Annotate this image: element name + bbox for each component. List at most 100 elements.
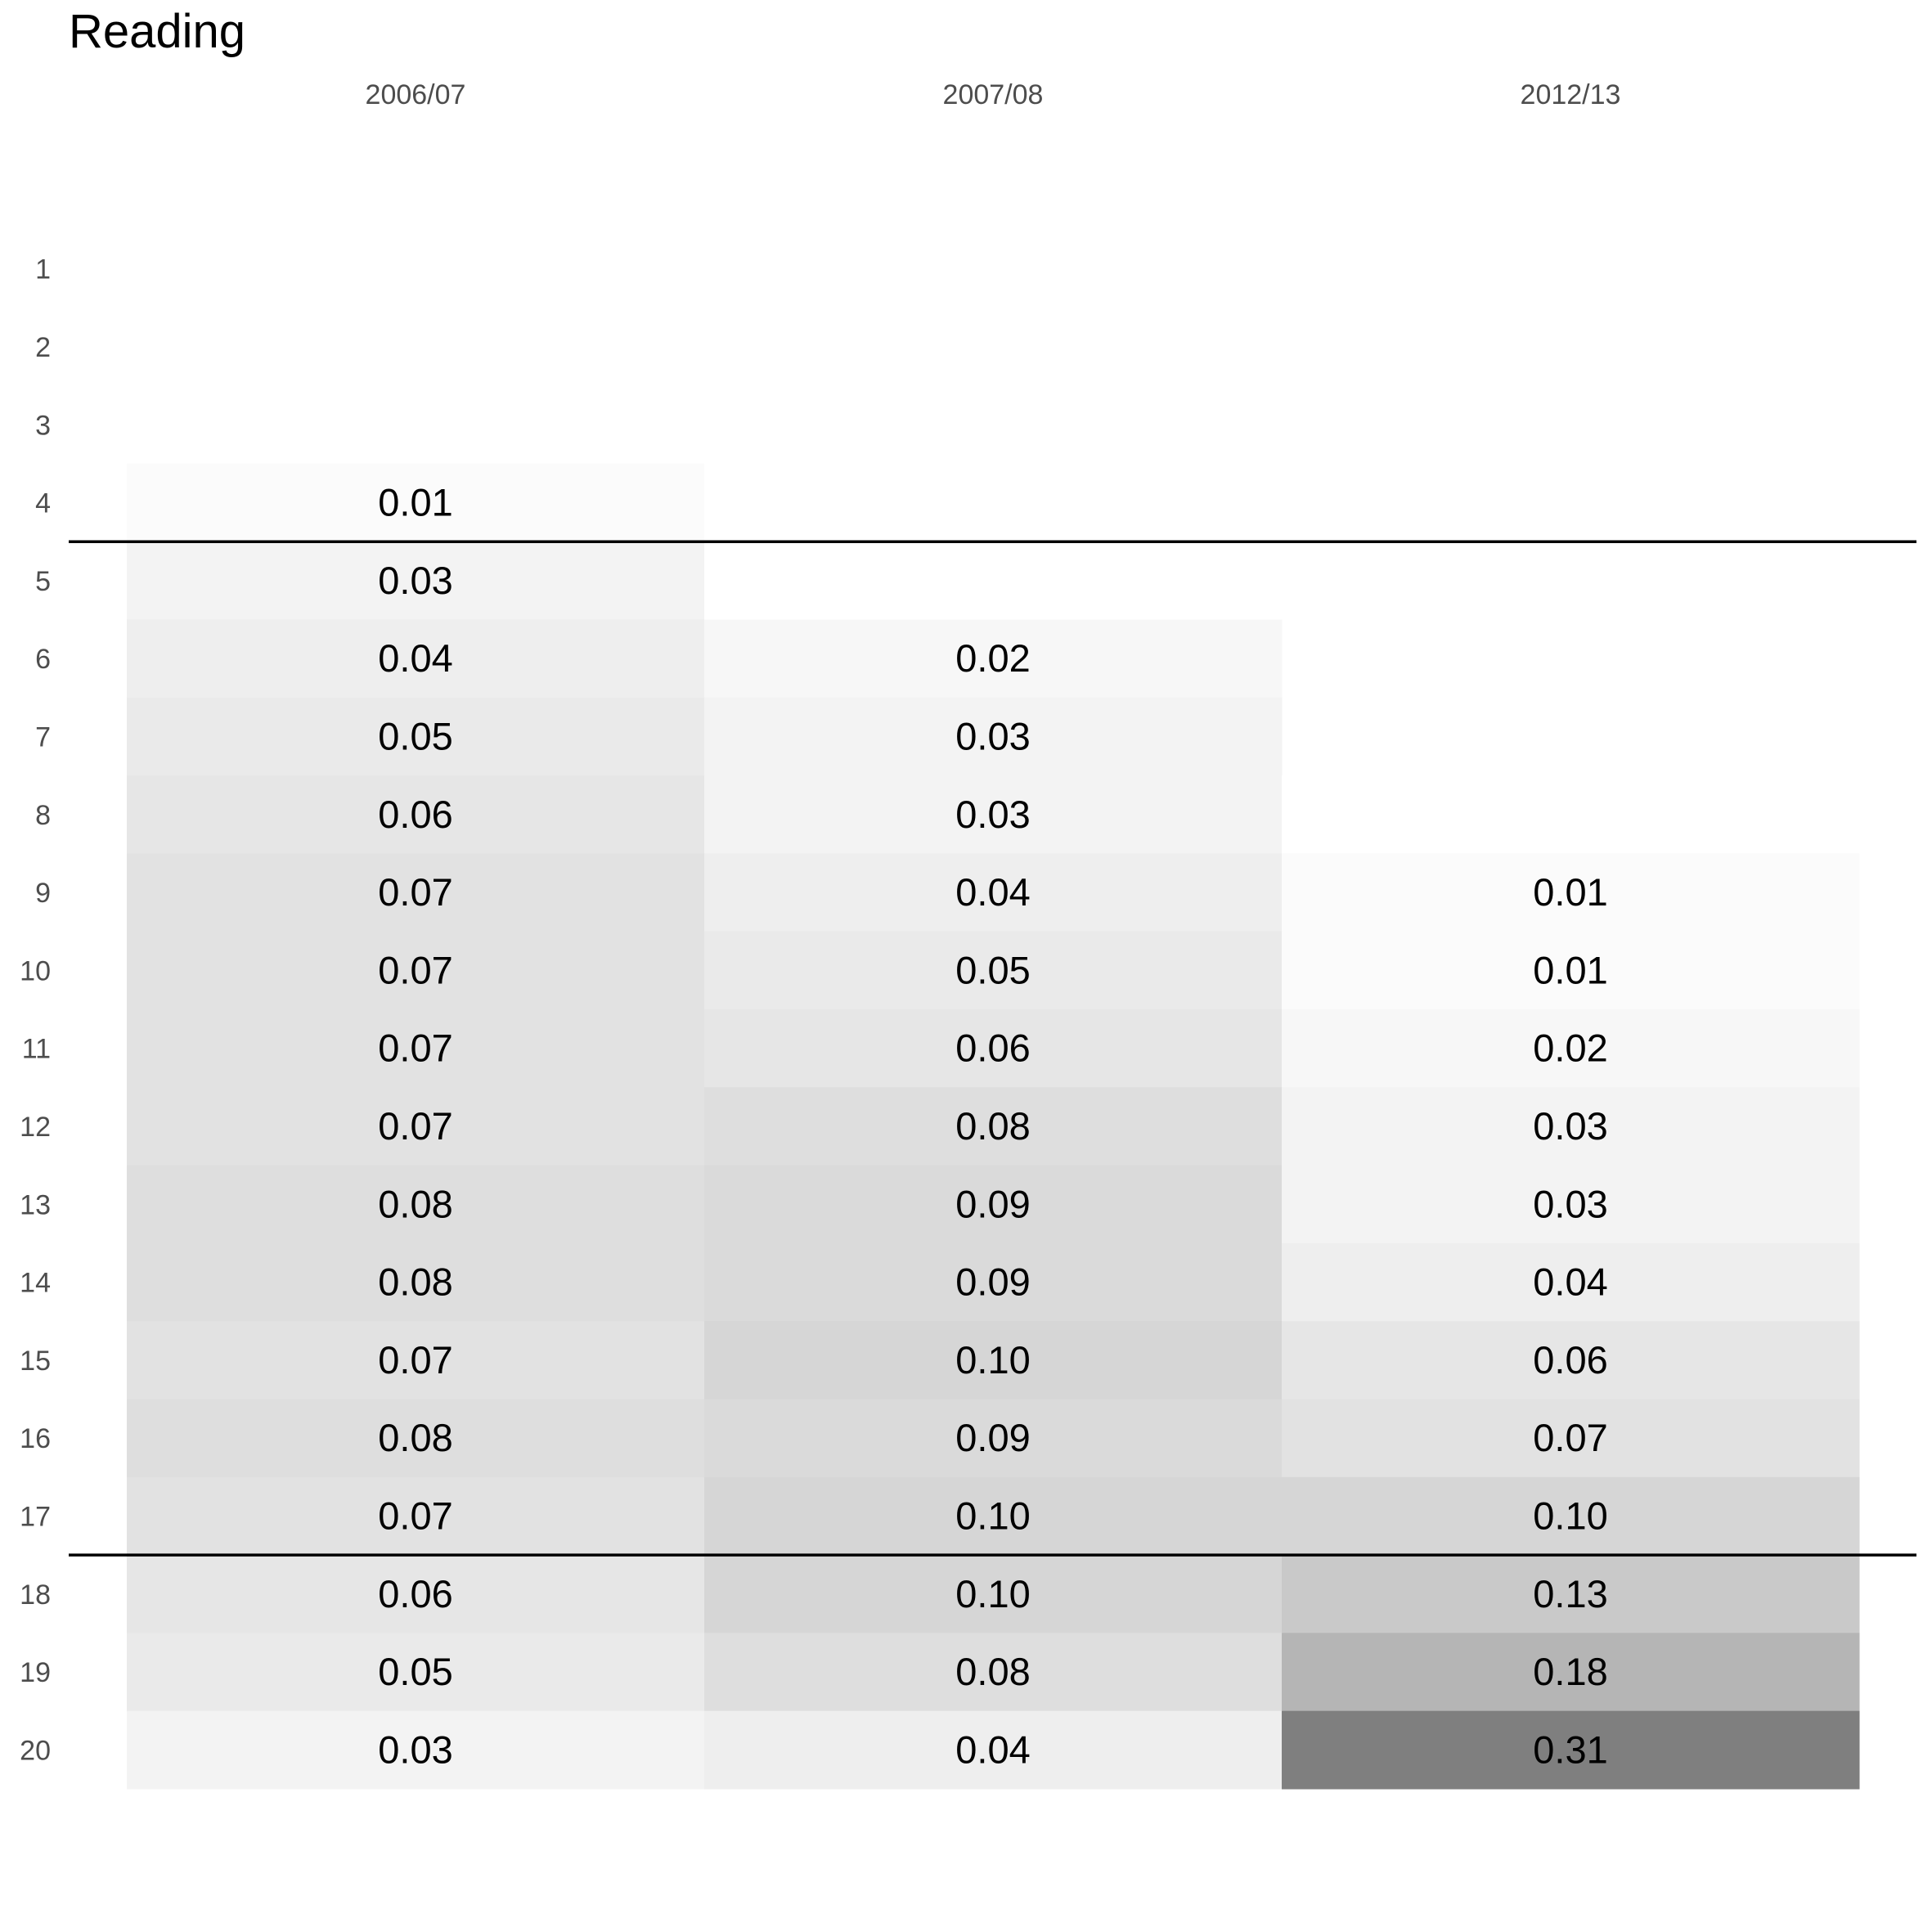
row-label: 14 bbox=[20, 1268, 51, 1299]
row-label: 9 bbox=[35, 878, 51, 909]
row-label: 5 bbox=[35, 566, 51, 597]
cell-value-labels: 0.01 0.03 0.04 0.02 0.05 0.03 0.06 0.03 0.07 0.04… bbox=[378, 481, 1607, 1772]
cell-value-label: 0.09 bbox=[955, 1260, 1030, 1304]
heatmap-cell bbox=[704, 853, 1283, 932]
row-label: 4 bbox=[35, 488, 51, 519]
row-label: 11 bbox=[22, 1034, 51, 1065]
heatmap-cell bbox=[127, 1242, 705, 1322]
heatmap-cell bbox=[1282, 1165, 1860, 1244]
cell-value-label: 0.10 bbox=[1533, 1494, 1607, 1537]
heatmap-cell bbox=[127, 1633, 705, 1712]
cell-value-label: 0.10 bbox=[955, 1494, 1030, 1537]
row-label: 10 bbox=[20, 955, 51, 986]
heatmap-cell bbox=[1282, 931, 1860, 1010]
cell-value-label: 0.05 bbox=[378, 714, 452, 757]
cell-value-label: 0.09 bbox=[955, 1416, 1030, 1459]
cell-value-label: 0.07 bbox=[378, 948, 452, 991]
cell-value-label: 0.07 bbox=[1533, 1416, 1607, 1459]
heatmap-cells bbox=[127, 463, 1860, 1790]
cell-value-label: 0.13 bbox=[1533, 1572, 1607, 1615]
cell-value-label: 0.02 bbox=[1533, 1027, 1607, 1070]
cell-value-label: 0.03 bbox=[1533, 1104, 1607, 1148]
heatmap-cell bbox=[704, 1555, 1283, 1633]
heatmap-cell bbox=[1282, 1399, 1860, 1478]
heatmap-cell bbox=[1282, 1710, 1860, 1790]
heatmap-cell bbox=[704, 1476, 1283, 1556]
heatmap-cell bbox=[1282, 775, 1860, 854]
row-label: 20 bbox=[20, 1735, 51, 1766]
heatmap-cell bbox=[127, 1555, 705, 1633]
cell-value-label: 0.06 bbox=[378, 1572, 452, 1615]
cell-value-label: 0.04 bbox=[378, 636, 452, 680]
heatmap-cell bbox=[704, 775, 1283, 854]
cell-value-label: 0.03 bbox=[955, 714, 1030, 757]
cell-value-label: 0.04 bbox=[1533, 1260, 1607, 1304]
heatmap-cell bbox=[704, 463, 1283, 542]
cell-value-label: 0.07 bbox=[378, 1494, 452, 1537]
cell-value-label: 0.10 bbox=[955, 1338, 1030, 1382]
cell-value-label: 0.01 bbox=[1533, 948, 1607, 991]
row-label: 16 bbox=[20, 1423, 51, 1454]
cell-value-label: 0.01 bbox=[1533, 870, 1607, 914]
heatmap-cell bbox=[704, 1009, 1283, 1088]
heatmap-cell bbox=[127, 853, 705, 932]
heatmap-cell bbox=[127, 619, 705, 699]
cell-value-label: 0.06 bbox=[1533, 1338, 1607, 1382]
heatmap-cell bbox=[127, 697, 705, 776]
row-label: 13 bbox=[20, 1189, 51, 1220]
row-label: 3 bbox=[35, 410, 51, 441]
cell-value-label: 0.04 bbox=[955, 1728, 1030, 1771]
heatmap-cell bbox=[704, 1710, 1283, 1790]
row-label: 7 bbox=[35, 721, 51, 753]
heatmap-cell bbox=[704, 931, 1283, 1010]
cell-value-label: 0.09 bbox=[955, 1182, 1030, 1225]
heatmap-cell bbox=[1282, 1555, 1860, 1633]
cell-value-label: 0.08 bbox=[378, 1416, 452, 1459]
heatmap-cell bbox=[704, 1633, 1283, 1712]
column-label: 2012/13 bbox=[1521, 79, 1621, 110]
heatmap-cell bbox=[704, 619, 1283, 699]
cell-value-label: 0.05 bbox=[955, 948, 1030, 991]
chart-title: Reading bbox=[69, 5, 245, 58]
heatmap-cell bbox=[127, 1321, 705, 1400]
heatmap-cell bbox=[704, 1399, 1283, 1478]
heatmap-cell bbox=[127, 1009, 705, 1088]
cell-value-label: 0.08 bbox=[955, 1104, 1030, 1148]
heatmap-cell bbox=[704, 1321, 1283, 1400]
cell-value-label: 0.31 bbox=[1533, 1728, 1607, 1771]
row-label: 6 bbox=[35, 644, 51, 675]
heatmap-cell bbox=[127, 541, 705, 620]
heatmap-cell bbox=[127, 1710, 705, 1790]
cell-value-label: 0.03 bbox=[955, 793, 1030, 836]
row-label: 17 bbox=[20, 1501, 51, 1532]
heatmap-cell bbox=[1282, 853, 1860, 932]
row-label: 18 bbox=[20, 1579, 51, 1611]
cell-value-label: 0.01 bbox=[378, 481, 452, 524]
heatmap-cell bbox=[1282, 1242, 1860, 1322]
heatmap-cell bbox=[1282, 1633, 1860, 1712]
cell-value-label: 0.03 bbox=[378, 559, 452, 602]
heatmap-cell bbox=[127, 1399, 705, 1478]
heatmap-cell bbox=[704, 1087, 1283, 1166]
heatmap-cell bbox=[1282, 1476, 1860, 1556]
cell-value-label: 0.04 bbox=[955, 870, 1030, 914]
cell-value-label: 0.08 bbox=[378, 1182, 452, 1225]
cell-value-label: 0.03 bbox=[378, 1728, 452, 1771]
cell-value-label: 0.06 bbox=[955, 1027, 1030, 1070]
heatmap-cell bbox=[1282, 1321, 1860, 1400]
heatmap-cell bbox=[127, 1165, 705, 1244]
heatmap-cell bbox=[1282, 1087, 1860, 1166]
cell-value-label: 0.02 bbox=[955, 636, 1030, 680]
cell-value-label: 0.07 bbox=[378, 1338, 452, 1382]
cell-value-label: 0.07 bbox=[378, 870, 452, 914]
heatmap-cell bbox=[127, 931, 705, 1010]
cell-value-label: 0.07 bbox=[378, 1027, 452, 1070]
heatmap-cell bbox=[704, 1242, 1283, 1322]
heatmap-cell bbox=[127, 463, 705, 542]
heatmap-cell bbox=[1282, 1009, 1860, 1088]
row-label: 12 bbox=[20, 1112, 51, 1143]
row-label: 19 bbox=[20, 1657, 51, 1688]
heatmap-cell bbox=[704, 1165, 1283, 1244]
heatmap-cell bbox=[127, 775, 705, 854]
